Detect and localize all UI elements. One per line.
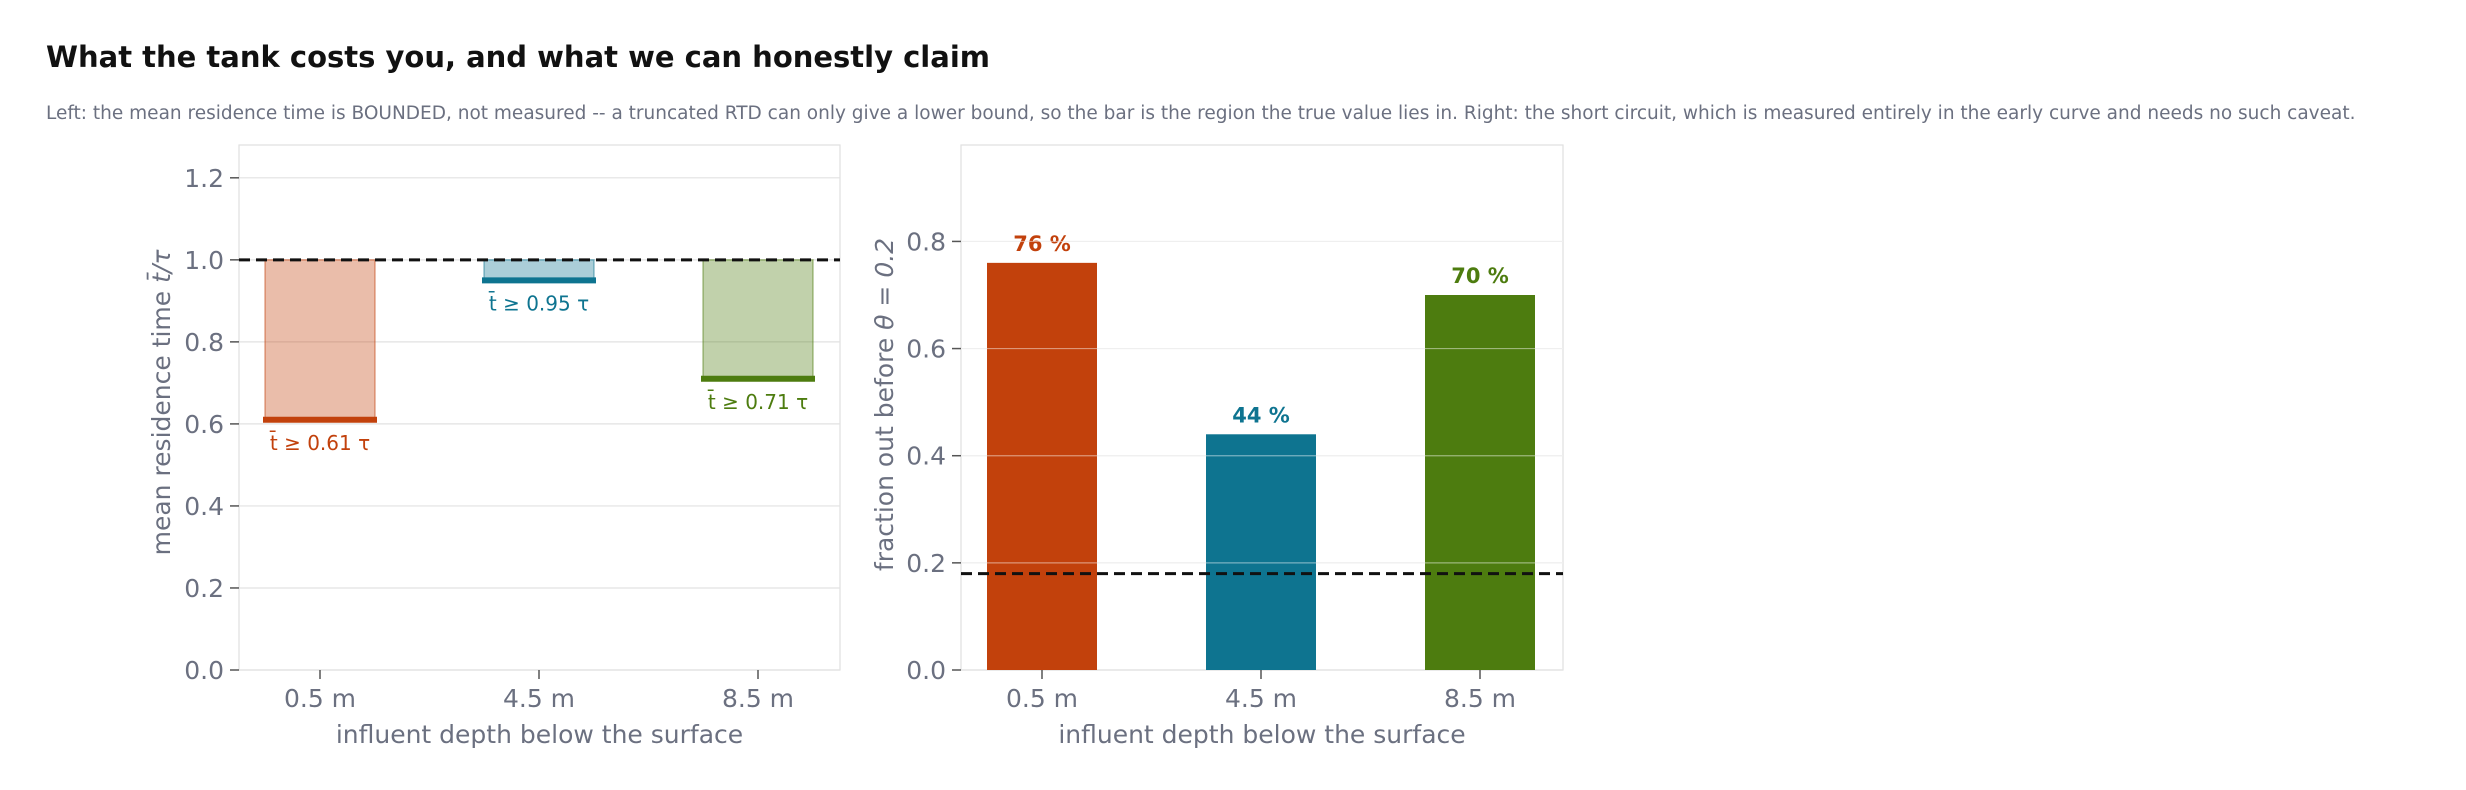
data-bar	[1206, 434, 1316, 670]
left-xtick-label: 8.5 m	[722, 684, 794, 713]
right-ytick-label: 0.8	[906, 227, 946, 256]
chart-subtitle: Left: the mean residence time is BOUNDED…	[46, 103, 2356, 124]
left-ytick-label: 0.4	[184, 492, 224, 521]
right-ylabel: fraction out before θ = 0.2	[870, 238, 899, 571]
left-ylabel: mean residence time t̄/τ	[146, 249, 176, 556]
chart-title: What the tank costs you, and what we can…	[46, 40, 990, 74]
bar-value-label: 44 %	[1232, 403, 1290, 427]
lower-bound-annotation: t̄ ≥ 0.61 τ	[270, 430, 370, 455]
left-ytick-label: 0.0	[184, 656, 224, 685]
left-ytick-label: 1.0	[184, 246, 224, 275]
bar-value-label: 70 %	[1451, 264, 1509, 288]
right-xtick-label: 0.5 m	[1006, 684, 1078, 713]
right-ytick-label: 0.4	[906, 442, 946, 471]
left-xtick-label: 4.5 m	[503, 684, 575, 713]
left-ytick-label: 0.8	[184, 328, 224, 357]
lower-bound-annotation: t̄ ≥ 0.95 τ	[489, 291, 589, 316]
left-panel-residence-time: 0.0 0.2 0.4 0.6 0.8 1.0 1.2 0.5 m 4.5 m 8.5 m infl…	[146, 144, 841, 749]
bound-region-bar	[702, 259, 814, 380]
right-ytick-label: 0.6	[906, 335, 946, 364]
right-xtick-label: 8.5 m	[1444, 684, 1516, 713]
left-plot-area	[238, 144, 841, 671]
data-bar	[1425, 295, 1535, 670]
bound-region-bar	[264, 259, 376, 421]
right-panel-short-circuit: 0.0 0.2 0.4 0.6 0.8 0.5 m 4.5 m 8.5 m influent d…	[870, 144, 1564, 749]
right-xtick-label: 4.5 m	[1225, 684, 1297, 713]
lower-bound-annotation: t̄ ≥ 0.71 τ	[708, 389, 808, 414]
bound-region-bar	[483, 259, 595, 282]
data-bar	[987, 262, 1097, 670]
left-ytick-label: 1.2	[184, 164, 224, 193]
left-ytick-label: 0.2	[184, 574, 224, 603]
right-xlabel: influent depth below the surface	[1058, 720, 1465, 749]
left-xtick-label: 0.5 m	[284, 684, 356, 713]
left-xlabel: influent depth below the surface	[336, 720, 743, 749]
bar-value-label: 76 %	[1013, 232, 1071, 256]
left-ytick-label: 0.6	[184, 410, 224, 439]
right-ytick-label: 0.2	[906, 549, 946, 578]
right-ytick-label: 0.0	[906, 656, 946, 685]
